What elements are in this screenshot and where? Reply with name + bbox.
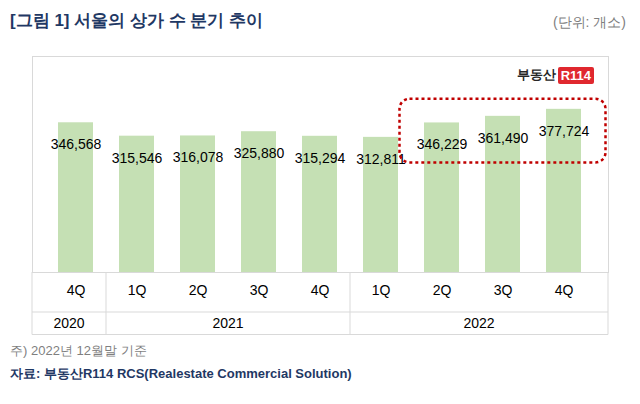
- svg-text:361,490: 361,490: [478, 130, 529, 146]
- svg-text:4Q: 4Q: [67, 282, 86, 298]
- svg-text:2020: 2020: [53, 315, 84, 331]
- svg-text:3Q: 3Q: [250, 282, 269, 298]
- svg-text:1Q: 1Q: [372, 282, 391, 298]
- html-text:자료: 부동산R114 RCS(Realestate Com: 자료: 부동산R114 RCS(Realestate Commercial So…: [10, 366, 352, 381]
- svg-text:316,078: 316,078: [173, 149, 224, 165]
- svg-text:2021: 2021: [212, 315, 243, 331]
- svg-text:2Q: 2Q: [189, 282, 208, 298]
- svg-text:3Q: 3Q: [494, 282, 513, 298]
- svg-text:2Q: 2Q: [433, 282, 452, 298]
- html-text:부동산 R114: 부동산 R114: [516, 67, 591, 83]
- svg-text:2022: 2022: [463, 315, 494, 331]
- svg-text:315,546: 315,546: [112, 150, 163, 166]
- svg-text:1Q: 1Q: [128, 282, 147, 298]
- html-text:[그림 1] 서울의 상가 수 분기 추이: [그림 1] 서울의 상가 수 분기 추이: [10, 11, 264, 30]
- svg-text:312,811: 312,811: [356, 151, 406, 167]
- svg-text:4Q: 4Q: [311, 282, 330, 298]
- svg-text:315,294: 315,294: [295, 150, 346, 166]
- svg-text:346,568: 346,568: [51, 136, 102, 152]
- svg-text:325,880: 325,880: [234, 145, 285, 161]
- html-text:(단위: 개소): (단위: 개소): [552, 14, 626, 30]
- svg-text:4Q: 4Q: [555, 282, 574, 298]
- html-text:주) 2022년 12월말 기준: 주) 2022년 12월말 기준: [10, 343, 147, 358]
- svg-text:377,724: 377,724: [539, 123, 590, 139]
- svg-text:346,229: 346,229: [417, 136, 468, 152]
